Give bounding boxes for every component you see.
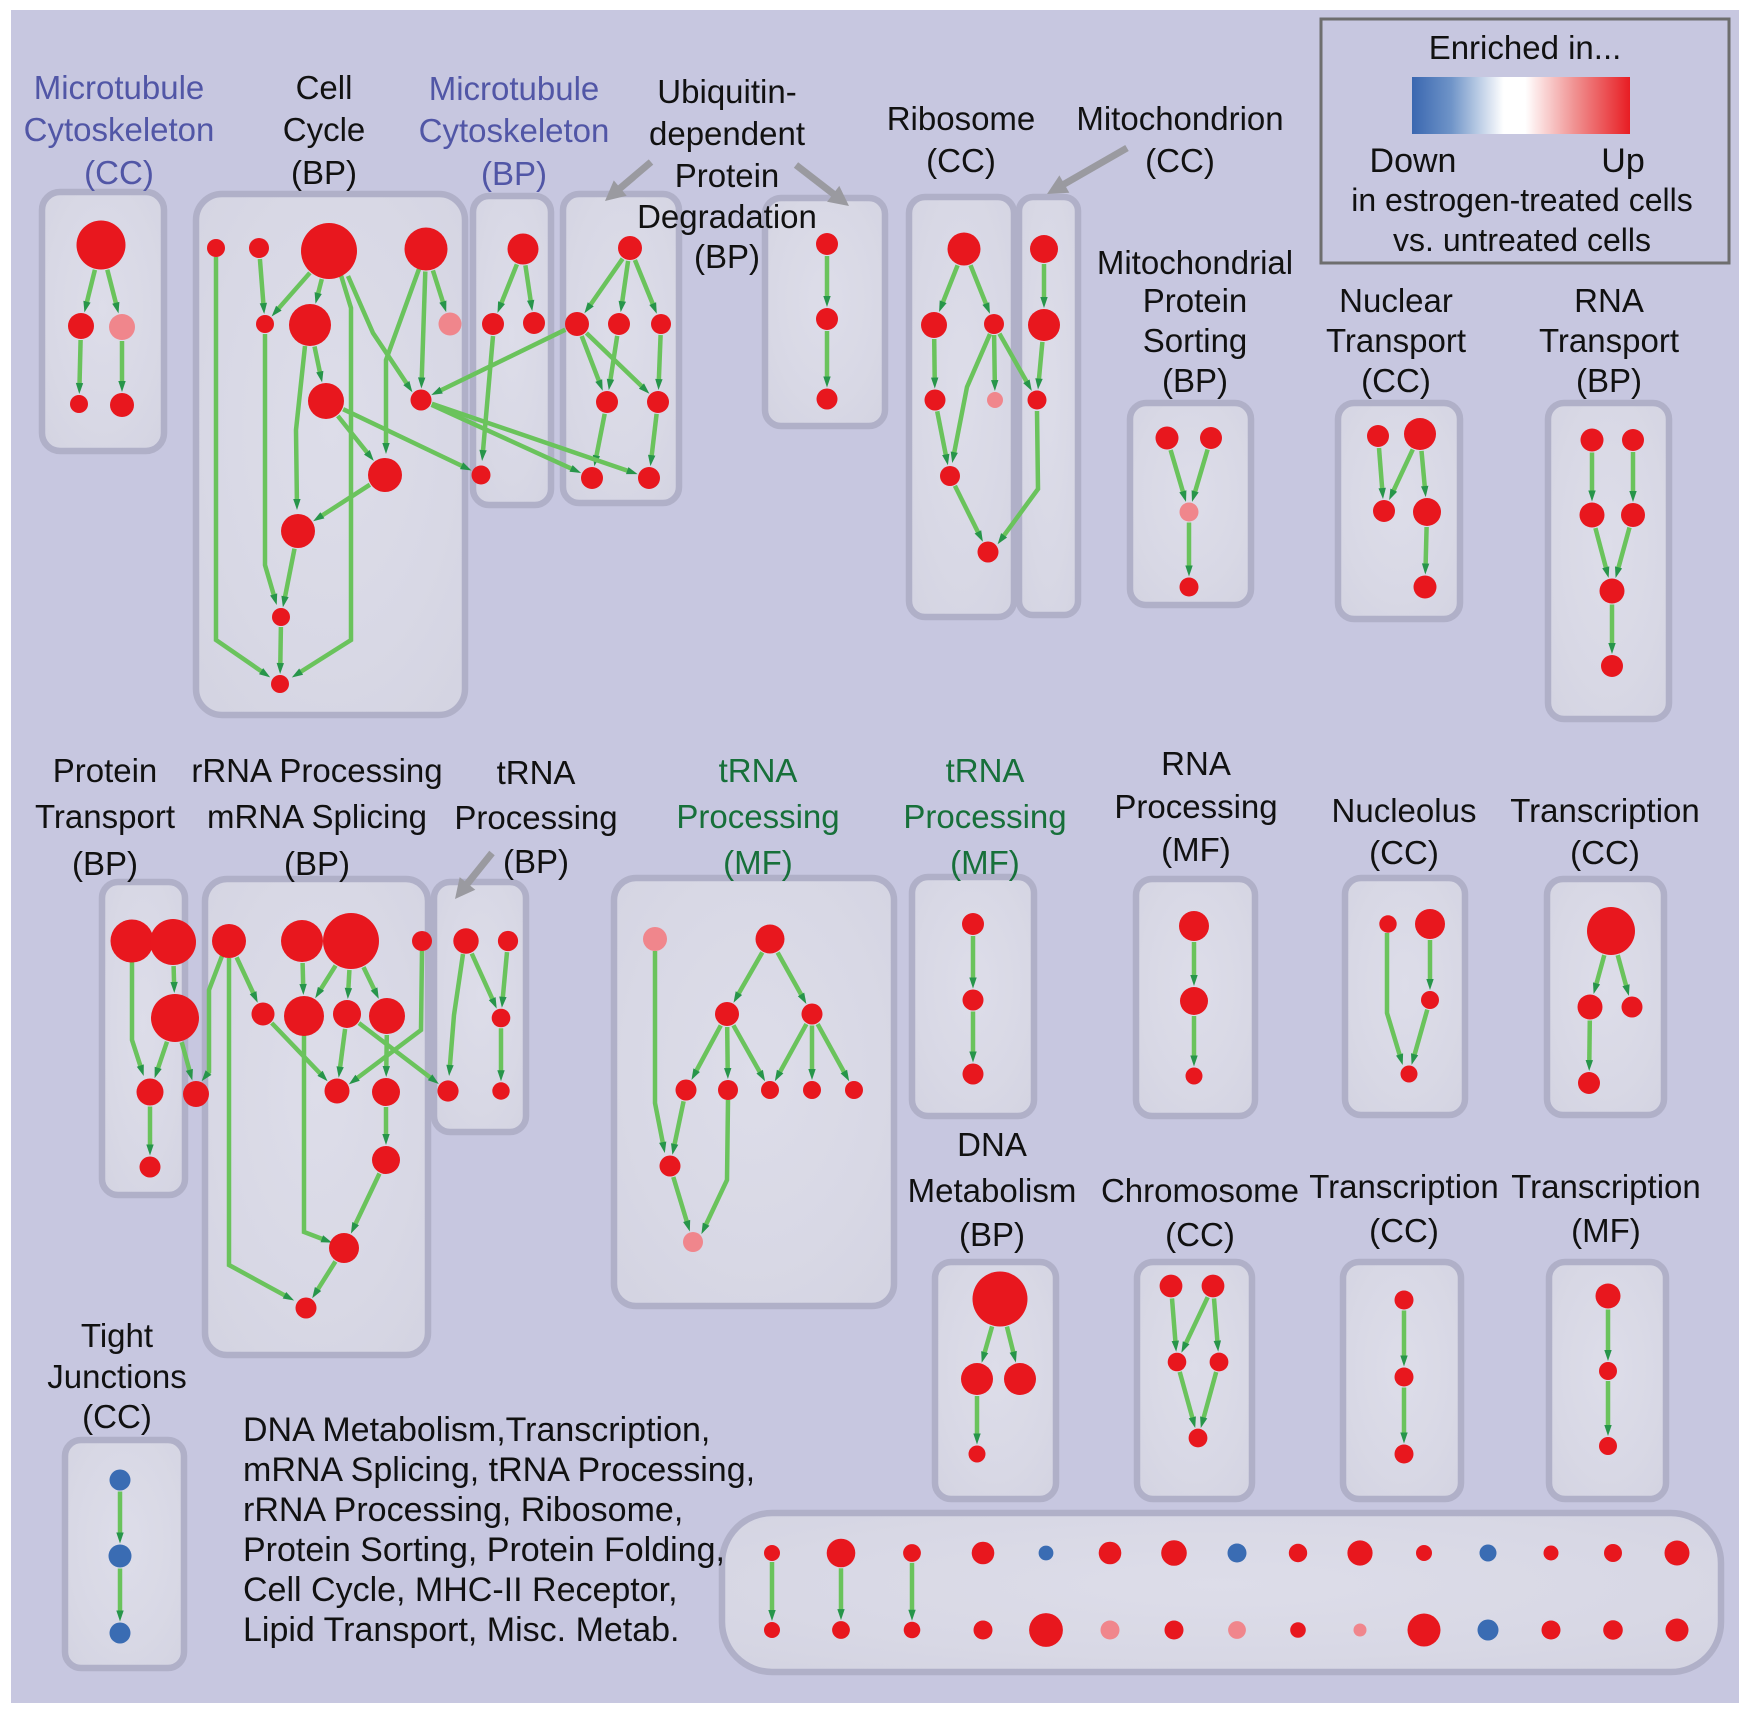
svg-text:Transport: Transport	[1539, 322, 1679, 359]
svg-text:(CC): (CC)	[1165, 1216, 1235, 1253]
svg-text:(BP): (BP)	[481, 155, 547, 192]
svg-text:Chromosome: Chromosome	[1101, 1172, 1299, 1209]
svg-text:Protein: Protein	[53, 752, 158, 789]
svg-text:(BP): (BP)	[959, 1216, 1025, 1253]
svg-text:dependent: dependent	[649, 115, 805, 152]
svg-text:Transcription: Transcription	[1309, 1168, 1499, 1205]
svg-text:(MF): (MF)	[723, 844, 793, 881]
svg-text:Ribosome: Ribosome	[887, 100, 1036, 137]
svg-text:Processing: Processing	[454, 799, 617, 836]
svg-text:(CC): (CC)	[1570, 834, 1640, 871]
svg-text:Transport: Transport	[1326, 322, 1466, 359]
svg-text:(MF): (MF)	[950, 844, 1020, 881]
svg-text:rRNA Processing, Ribosome,: rRNA Processing, Ribosome,	[243, 1491, 683, 1529]
svg-text:mRNA Splicing: mRNA Splicing	[207, 798, 427, 835]
svg-text:(CC): (CC)	[926, 142, 996, 179]
svg-text:Degradation: Degradation	[637, 198, 817, 235]
svg-text:Lipid Transport, Misc. Metab.: Lipid Transport, Misc. Metab.	[243, 1611, 680, 1649]
svg-text:Transcription: Transcription	[1511, 1168, 1701, 1205]
svg-text:rRNA Processing: rRNA Processing	[191, 752, 442, 789]
svg-text:Down: Down	[1370, 142, 1457, 180]
svg-text:tRNA: tRNA	[497, 754, 576, 791]
svg-text:Cell Cycle, MHC-II Receptor,: Cell Cycle, MHC-II Receptor,	[243, 1571, 678, 1609]
svg-text:Tight: Tight	[81, 1317, 153, 1354]
svg-text:tRNA: tRNA	[946, 752, 1025, 789]
svg-text:Protein: Protein	[1143, 282, 1248, 319]
svg-text:DNA Metabolism,Transcription,: DNA Metabolism,Transcription,	[243, 1411, 710, 1449]
svg-text:Ubiquitin-: Ubiquitin-	[657, 73, 796, 110]
svg-text:Mitochondrion: Mitochondrion	[1076, 100, 1283, 137]
svg-text:mRNA Splicing, tRNA Processing: mRNA Splicing, tRNA Processing,	[243, 1451, 755, 1489]
svg-text:(BP): (BP)	[72, 845, 138, 882]
svg-text:Junctions: Junctions	[47, 1358, 186, 1395]
svg-text:Cytoskeleton: Cytoskeleton	[24, 111, 215, 148]
svg-text:vs. untreated cells: vs. untreated cells	[1393, 222, 1651, 258]
svg-text:Protein Sorting, Protein Foldi: Protein Sorting, Protein Folding,	[243, 1531, 725, 1569]
svg-text:(BP): (BP)	[1162, 362, 1228, 399]
svg-text:Transcription: Transcription	[1510, 792, 1700, 829]
svg-text:Cycle: Cycle	[283, 111, 366, 148]
svg-text:(CC): (CC)	[84, 154, 154, 191]
svg-text:Enriched in...: Enriched in...	[1429, 29, 1622, 66]
svg-text:Mitochondrial: Mitochondrial	[1097, 244, 1293, 281]
svg-text:Processing: Processing	[903, 798, 1066, 835]
svg-text:(CC): (CC)	[1361, 362, 1431, 399]
svg-text:(CC): (CC)	[1145, 142, 1215, 179]
svg-text:Sorting: Sorting	[1143, 322, 1248, 359]
svg-text:Nuclear: Nuclear	[1339, 282, 1453, 319]
svg-text:(MF): (MF)	[1161, 831, 1231, 868]
svg-text:(CC): (CC)	[82, 1398, 152, 1435]
svg-text:Up: Up	[1601, 142, 1644, 180]
svg-text:Nucleolus: Nucleolus	[1332, 792, 1477, 829]
svg-text:RNA: RNA	[1161, 745, 1231, 782]
svg-text:(BP): (BP)	[503, 843, 569, 880]
svg-text:tRNA: tRNA	[719, 752, 798, 789]
svg-text:(MF): (MF)	[1571, 1212, 1641, 1249]
svg-text:DNA: DNA	[957, 1126, 1027, 1163]
svg-text:(BP): (BP)	[284, 845, 350, 882]
svg-text:in estrogen-treated cells: in estrogen-treated cells	[1351, 182, 1693, 218]
svg-text:Protein: Protein	[675, 157, 780, 194]
svg-text:Transport: Transport	[35, 798, 175, 835]
svg-text:Metabolism: Metabolism	[908, 1172, 1077, 1209]
svg-text:Processing: Processing	[1114, 788, 1277, 825]
svg-text:(CC): (CC)	[1369, 834, 1439, 871]
svg-text:(CC): (CC)	[1369, 1212, 1439, 1249]
svg-text:(BP): (BP)	[1576, 362, 1642, 399]
svg-text:Microtubule: Microtubule	[34, 69, 205, 106]
svg-text:Cytoskeleton: Cytoskeleton	[419, 112, 610, 149]
svg-text:RNA: RNA	[1574, 282, 1644, 319]
svg-text:(BP): (BP)	[694, 238, 760, 275]
svg-text:Microtubule: Microtubule	[429, 70, 600, 107]
svg-text:Processing: Processing	[676, 798, 839, 835]
svg-text:Cell: Cell	[296, 69, 353, 106]
svg-text:(BP): (BP)	[291, 154, 357, 191]
